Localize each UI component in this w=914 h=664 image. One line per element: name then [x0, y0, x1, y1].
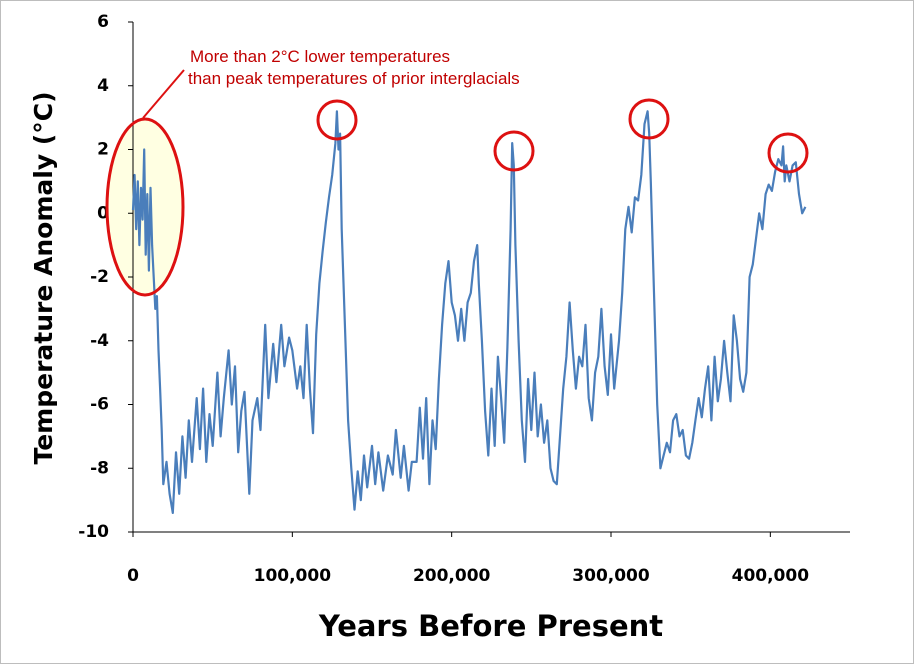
- y-tick-label: 2: [97, 140, 109, 160]
- x-tick-label: 0: [127, 566, 139, 586]
- peak-circle: [628, 98, 670, 140]
- highlight-ellipse: [105, 117, 185, 297]
- y-tick-label: -6: [90, 395, 109, 415]
- x-tick-label: 200,000: [413, 566, 491, 586]
- x-tick-label: 300,000: [572, 566, 650, 586]
- peak-circle: [316, 99, 358, 141]
- y-tick-label: 4: [97, 76, 109, 96]
- y-tick-label: -2: [90, 267, 109, 287]
- annotation: More than 2°C lower temperatures: [190, 47, 450, 66]
- y-axis-title: Temperature Anomaly (°C): [29, 91, 58, 464]
- x-tick-label: 100,000: [254, 566, 332, 586]
- y-tick-label: -4: [90, 331, 109, 351]
- y-tick-label: 6: [97, 12, 109, 32]
- y-tick-label: -10: [78, 522, 109, 542]
- peak-circle: [493, 130, 535, 172]
- x-axis-title: Years Before Present: [318, 609, 663, 643]
- annotation-arrow: [142, 69, 185, 119]
- temperature-line: [131, 110, 807, 514]
- y-tick-label: -8: [90, 458, 109, 478]
- peak-circle: [767, 132, 809, 174]
- annotation: than peak temperatures of prior intergla…: [188, 69, 520, 88]
- x-tick-label: 400,000: [732, 566, 810, 586]
